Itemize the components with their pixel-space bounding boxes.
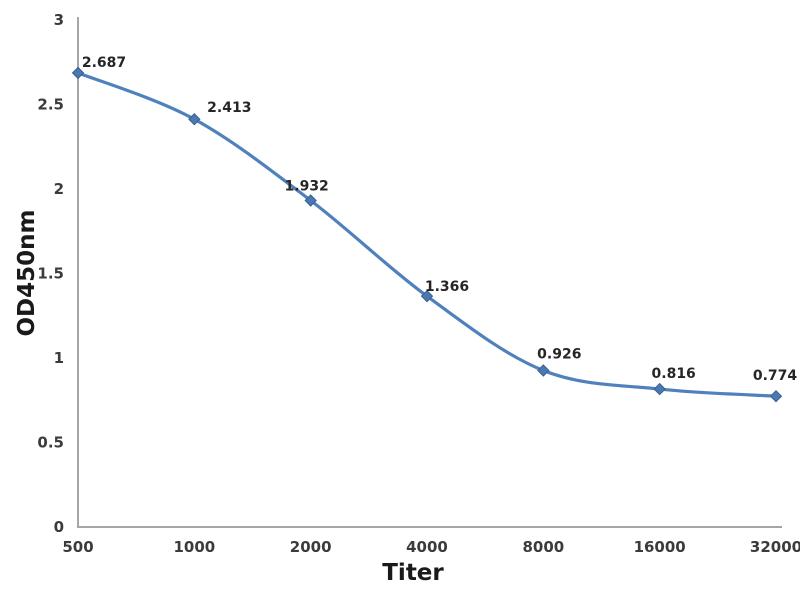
data-point-label: 1.366 [425,279,469,295]
y-axis-title: OD450nm [14,209,40,337]
x-tick-label: 16000 [634,538,686,556]
data-point-label: 0.816 [652,366,696,382]
y-tick-label: 1 [54,349,64,367]
y-tick-label: 3 [54,11,64,29]
data-point-marker [537,364,550,377]
data-point-marker [653,382,666,396]
data-point-label: 0.774 [753,368,798,384]
x-tick-label: 1000 [173,538,215,556]
y-tick-label: 1.5 [37,265,64,283]
data-point-label: 0.926 [537,347,581,363]
y-tick-label: 2.5 [37,96,64,114]
x-tick-label: 8000 [522,538,564,556]
data-point-marker [420,289,434,303]
data-point-label: 2.687 [82,55,126,71]
data-point-label: 2.413 [207,100,251,116]
x-axis-title: Titer [382,560,444,586]
data-point-marker [304,194,317,207]
data-point-label: 1.932 [285,178,329,194]
y-tick-label: 0 [54,518,64,536]
x-tick-label: 500 [62,538,93,556]
data-point-marker [188,112,201,126]
y-tick-label: 2 [54,180,64,198]
y-tick-label: 0.5 [37,434,64,452]
x-tick-label: 4000 [406,538,448,556]
data-series-line [76,71,778,398]
x-tick-label: 2000 [290,538,332,556]
data-point-marker [71,66,85,80]
x-tick-label: 32000 [750,538,800,556]
data-point-marker [769,389,783,403]
